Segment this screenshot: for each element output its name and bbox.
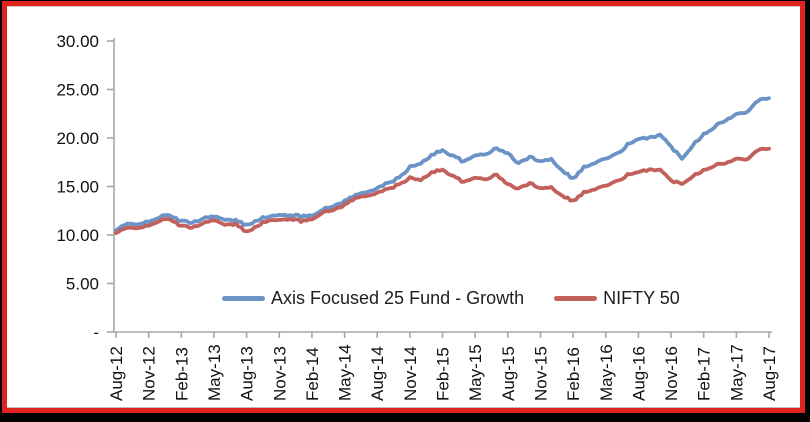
legend: Axis Focused 25 Fund - Growth NIFTY 50 [222,286,680,310]
x-axis-label: Aug-12 [107,346,126,401]
x-axis-label: Aug-14 [368,346,387,401]
x-axis-label: May-17 [727,344,746,401]
x-axis-label: Feb-16 [564,347,583,401]
x-axis-label: Nov-13 [270,346,289,401]
x-axis-label: Nov-16 [662,346,681,401]
x-axis-label: Nov-14 [401,346,420,401]
y-axis-label: 15.00 [56,178,99,197]
x-axis-label: May-13 [205,344,224,401]
x-axis-label: Aug-13 [238,346,257,401]
x-axis-label: Feb-14 [303,347,322,401]
chart-panel: 30.00 25.00 20.00 15.00 10.00 5.00 - Aug-12 Nov-… [7,6,800,408]
y-axis-label: - [93,323,99,342]
x-axis-label: Nov-15 [532,346,551,401]
series-line-nifty [114,146,771,235]
y-axis-label: 10.00 [56,226,99,245]
x-axis-label: May-16 [597,344,616,401]
x-axis-label: May-15 [466,344,485,401]
x-axis-label: Nov-12 [140,346,159,401]
y-axis-label: 25.00 [56,81,99,100]
x-axis-label: May-14 [336,344,355,401]
x-axis-label: Aug-17 [760,346,779,401]
line-chart: 30.00 25.00 20.00 15.00 10.00 5.00 -Aug-12 Nov-… [56,32,779,401]
legend-swatch-axis-fund [222,295,265,301]
legend-entry-axis-fund: Axis Focused 25 Fund - Growth [222,288,524,309]
legend-swatch-nifty [554,295,598,301]
legend-label-axis-fund: Axis Focused 25 Fund - Growth [271,287,525,308]
series-line-axis-fund [114,96,771,233]
x-axis-label: Aug-16 [629,346,648,401]
legend-entry-nifty: NIFTY 50 [554,288,680,309]
red-border-frame: 30.00 25.00 20.00 15.00 10.00 5.00 - Aug-12 Nov-… [2,1,805,413]
legend-label-nifty: NIFTY 50 [603,287,680,308]
y-axis-label: 20.00 [56,129,99,148]
x-axis-label: Feb-13 [172,347,191,401]
y-axis-label: 30.00 [56,32,99,51]
x-axis-label: Feb-17 [695,347,714,401]
x-axis-label: Aug-15 [499,346,518,401]
x-axis-label: Feb-15 [434,347,453,401]
y-axis-label: 5.00 [66,275,99,294]
